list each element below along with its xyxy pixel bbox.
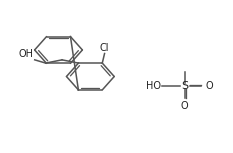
Text: O: O bbox=[181, 101, 188, 111]
Text: OH: OH bbox=[19, 49, 34, 59]
Text: O: O bbox=[205, 81, 213, 91]
Text: S: S bbox=[181, 81, 188, 91]
Text: Cl: Cl bbox=[100, 43, 109, 53]
Text: HO: HO bbox=[146, 81, 161, 91]
